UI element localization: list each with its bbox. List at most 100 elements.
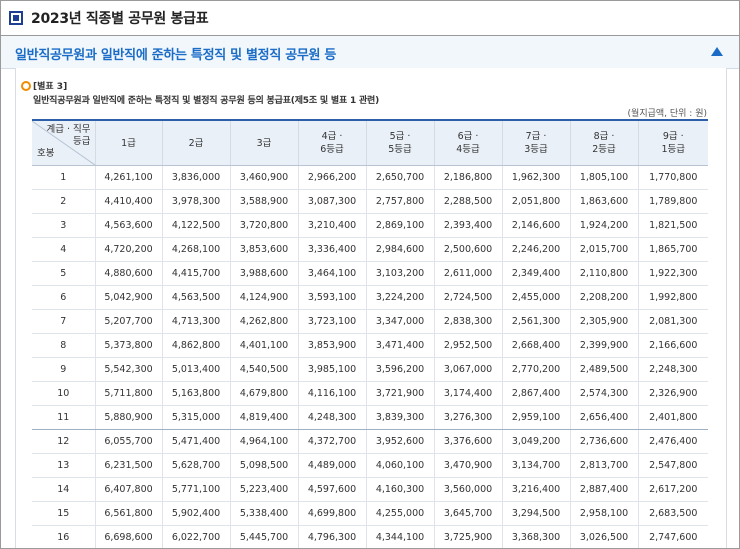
salary-cell: 4,713,300 [161,309,230,334]
salary-cell: 3,216,400 [501,477,570,502]
col-header-line1: 9급 · [662,131,684,142]
salary-cell: 3,836,000 [161,165,230,190]
salary-cell: 5,223,400 [229,477,298,502]
salary-cell: 3,376,600 [433,429,502,454]
salary-cell: 5,711,800 [94,381,162,406]
salary-cell: 2,724,500 [433,285,502,310]
salary-cell: 2,455,000 [501,285,570,310]
salary-cell: 2,246,200 [501,237,570,262]
salary-cell: 2,208,200 [569,285,638,310]
salary-cell: 5,471,400 [161,429,230,454]
salary-cell: 4,699,800 [297,501,366,526]
step-cell: 2 [32,189,95,214]
section-header[interactable]: 일반직공무원과 일반직에 준하는 특정직 및 별정직 공무원 등 [1,36,739,69]
salary-cell: 2,617,200 [637,477,708,502]
table-row: 10 5,711,800 5,163,800 4,679,800 4,116,100 3,… [32,381,708,406]
salary-cell: 2,186,800 [433,165,502,190]
salary-cell: 3,336,400 [297,237,366,262]
table-caption: 일반직공무원과 일반직에 준하는 특정직 및 별정직 공무원 등의 봉급표(제5… [33,96,380,106]
col-header: 8급 · 2등급 [569,119,638,166]
salary-cell: 2,305,900 [569,309,638,334]
salary-cell: 2,015,700 [569,237,638,262]
salary-cell: 1,992,800 [637,285,708,310]
salary-cell: 4,880,600 [94,261,162,286]
salary-cell: 2,393,400 [433,213,502,238]
salary-cell: 3,985,100 [297,357,366,382]
salary-cell: 1,865,700 [637,237,708,262]
table-row: 4 4,720,200 4,268,100 3,853,600 3,336,400 2,9… [32,237,708,262]
salary-cell: 4,262,800 [229,309,298,334]
salary-cell: 3,593,100 [297,285,366,310]
triangle-up-icon[interactable] [711,47,723,56]
table-row: 16 6,698,600 6,022,700 5,445,700 4,796,300 4,… [32,525,708,548]
salary-cell: 4,964,100 [229,429,298,454]
salary-cell: 4,060,100 [365,453,434,478]
salary-cell: 4,268,100 [161,237,230,262]
salary-cell: 2,747,600 [637,525,708,548]
salary-cell: 5,628,700 [161,453,230,478]
table-label: [별표 3] [33,82,68,92]
salary-cell: 3,464,100 [297,261,366,286]
salary-cell: 3,460,900 [229,165,298,190]
col-header-line1: 6급 · [457,131,479,142]
salary-cell: 1,863,600 [569,189,638,214]
table-header-row: 계급 · 직무 등급 호봉 1급 2급 3급 4급 · 6등급 5급 · 5등급 6… [32,119,708,166]
salary-cell: 3,347,000 [365,309,434,334]
salary-cell: 3,952,600 [365,429,434,454]
salary-cell: 3,276,300 [433,405,502,430]
diagonal-divider [32,121,95,165]
salary-cell: 4,255,000 [365,501,434,526]
salary-cell: 3,853,900 [297,333,366,358]
salary-cell: 3,978,300 [161,189,230,214]
salary-cell: 2,656,400 [569,405,638,430]
salary-cell: 3,471,400 [365,333,434,358]
salary-cell: 3,720,800 [229,213,298,238]
salary-cell: 1,770,800 [637,165,708,190]
col-header-line1: 3급 [256,137,272,149]
step-cell: 9 [32,357,95,382]
table-row: 9 5,542,300 5,013,400 4,540,500 3,985,100 3,5… [32,357,708,382]
salary-cell: 5,315,000 [161,405,230,430]
col-header: 3급 [229,119,298,166]
salary-cell: 3,839,300 [365,405,434,430]
step-cell: 10 [32,381,95,406]
salary-cell: 5,373,800 [94,333,162,358]
col-header-line2: 6등급 [320,144,344,155]
salary-cell: 3,067,000 [433,357,502,382]
salary-cell: 2,813,700 [569,453,638,478]
salary-cell: 3,134,700 [501,453,570,478]
table-row: 11 5,880,900 5,315,000 4,819,400 4,248,300 3,… [32,405,708,430]
salary-cell: 2,476,400 [637,429,708,454]
salary-cell: 2,869,100 [365,213,434,238]
salary-cell: 5,013,400 [161,357,230,382]
table-row: 3 4,563,600 4,122,500 3,720,800 3,210,400 2,8… [32,213,708,238]
step-cell: 16 [32,525,95,548]
salary-cell: 2,146,600 [501,213,570,238]
table-row: 2 4,410,400 3,978,300 3,588,900 3,087,300 2,7… [32,189,708,214]
salary-cell: 3,087,300 [297,189,366,214]
col-header: 2급 [161,119,230,166]
salary-cell: 3,470,900 [433,453,502,478]
salary-cell: 1,805,100 [569,165,638,190]
table-row: 14 6,407,800 5,771,100 5,223,400 4,597,600 4,… [32,477,708,502]
salary-cell: 2,838,300 [433,309,502,334]
salary-cell: 3,174,400 [433,381,502,406]
salary-cell: 1,962,300 [501,165,570,190]
salary-cell: 2,650,700 [365,165,434,190]
salary-cell: 5,042,900 [94,285,162,310]
col-header-line1: 1급 [121,137,136,149]
salary-cell: 2,081,300 [637,309,708,334]
table-row: 8 5,373,800 4,862,800 4,401,100 3,853,900 3,4… [32,333,708,358]
salary-cell: 3,224,200 [365,285,434,310]
salary-cell: 3,026,500 [569,525,638,548]
salary-cell: 2,958,100 [569,501,638,526]
step-cell: 11 [32,405,95,430]
salary-cell: 4,819,400 [229,405,298,430]
salary-cell: 3,368,300 [501,525,570,548]
table-row: 6 5,042,900 4,563,500 4,124,900 3,593,100 3,2… [32,285,708,310]
corner-header-bottom: 호봉 [37,148,55,159]
col-header: 9급 · 1등급 [637,119,708,166]
salary-cell: 4,372,700 [297,429,366,454]
salary-cell: 4,540,500 [229,357,298,382]
page-header: 2023년 직종별 공무원 봉급표 [1,1,739,36]
